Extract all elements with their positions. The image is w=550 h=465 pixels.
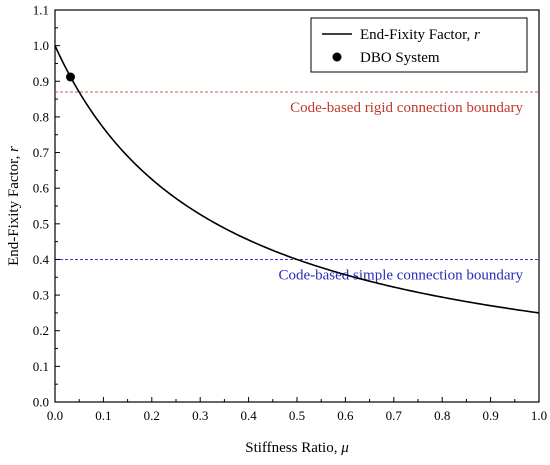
x-tick-label: 0.5 (289, 408, 305, 423)
x-tick-label: 0.8 (434, 408, 450, 423)
x-tick-label: 0.6 (337, 408, 354, 423)
y-tick-label: 0.7 (33, 145, 50, 160)
y-axis-ticks: 0.0 0.1 0.2 0.3 0.4 0.5 0.6 0.7 0.8 0.9 1.0 1.1 (33, 3, 60, 410)
x-tick-label: 0.2 (144, 408, 160, 423)
y-tick-label: 0.2 (33, 323, 49, 338)
reference-lines (55, 91, 539, 260)
y-tick-label: 0.8 (33, 109, 49, 124)
simple-boundary-label: Code-based simple connection boundary (278, 267, 523, 283)
legend-point-swatch (332, 52, 342, 62)
end-fixity-curve (54, 45, 540, 314)
series-layer (54, 45, 540, 314)
x-axis-title: Stiffness Ratio, μ (245, 440, 349, 456)
x-axis-ticks: 0.0 0.1 0.2 0.3 0.4 0.5 0.6 0.7 0.8 0.9 1.0 (47, 397, 547, 423)
y-tick-label: 0.3 (33, 288, 49, 303)
y-tick-label: 0.9 (33, 74, 49, 89)
y-tick-label: 0.0 (33, 395, 49, 410)
y-tick-label: 1.0 (33, 38, 49, 53)
legend: End-Fixity Factor, r DBO System (310, 17, 528, 73)
y-tick-label: 0.1 (33, 359, 49, 374)
legend-label-curve: End-Fixity Factor, r (360, 27, 480, 43)
rigid-boundary-label: Code-based rigid connection boundary (290, 100, 523, 116)
x-tick-label: 1.0 (531, 408, 547, 423)
x-tick-label: 0.1 (95, 408, 111, 423)
dbo-system-point (65, 72, 75, 82)
y-tick-label: 0.6 (33, 181, 50, 196)
x-tick-label: 0.9 (482, 408, 498, 423)
x-tick-label: 0.3 (192, 408, 208, 423)
x-tick-label: 0.4 (240, 408, 257, 423)
y-tick-label: 1.1 (33, 3, 49, 18)
x-tick-label: 0.7 (386, 408, 403, 423)
y-tick-label: 0.5 (33, 216, 49, 231)
legend-label-point: DBO System (360, 50, 440, 66)
reference-labels: Code-based rigid connection boundary Code… (278, 100, 523, 283)
legend-box (310, 17, 528, 73)
y-axis-title: End-Fixity Factor, r (6, 146, 22, 266)
x-tick-label: 0.0 (47, 408, 63, 423)
y-tick-label: 0.4 (33, 252, 50, 267)
